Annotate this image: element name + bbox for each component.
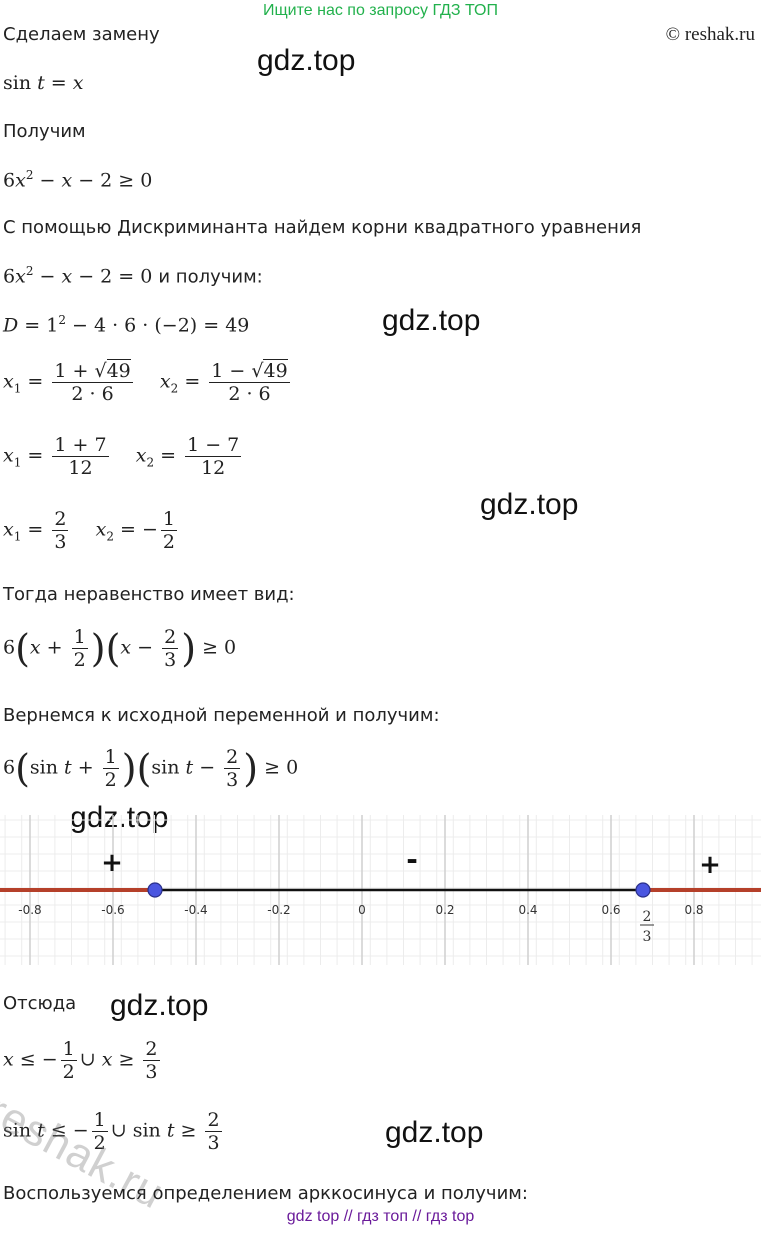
tick-label: -0.6 <box>101 903 124 917</box>
formula-substitution: sin t = x <box>3 72 84 94</box>
gdz-watermark: gdz.top <box>480 488 579 521</box>
point-minus-half <box>147 882 163 898</box>
formula-discriminant: D = 12 − 4 · 6 · (−2) = 49 <box>3 313 250 337</box>
point-label-num: 2 <box>643 909 652 925</box>
text-substitution: Сделаем замену <box>3 24 160 45</box>
tick-label: -0.8 <box>18 903 41 917</box>
tick-label: 0 <box>358 903 366 917</box>
number-line-diagram: -0.8 -0.6 -0.4 -0.2 0 0.2 0.4 0.6 0.8 + - + 2 3 <box>0 815 761 965</box>
formula-equation: 6x2 − x − 2 = 0 и получим: <box>3 264 263 288</box>
sign-plus-left: + <box>101 848 123 878</box>
sign-plus-right: + <box>699 850 721 880</box>
formula-inequality: 6x2 − x − 2 ≥ 0 <box>3 168 153 192</box>
tick-label: 0.4 <box>518 903 537 917</box>
tick-label: 0.6 <box>601 903 620 917</box>
text-arccos: Воспользуемся определением арккосинуса и… <box>3 1183 528 1204</box>
tick-labels: -0.8 -0.6 -0.4 -0.2 0 0.2 0.4 0.6 0.8 <box>18 903 703 917</box>
formula-roots-sqrt: x1 = 1 + √49 2 · 6 x2 = 1 − √49 2 · 6 <box>3 359 290 405</box>
gdz-watermark: gdz.top <box>70 801 169 834</box>
formula-factored: 6(x + 1 2)(x − 2 3) ≥ 0 <box>3 626 237 671</box>
formula-factored-sin: 6(sin t + 1 2)(sin t − 2 3) ≥ 0 <box>3 746 299 791</box>
tick-label: 0.8 <box>684 903 703 917</box>
gdz-watermark: gdz.top <box>382 304 481 337</box>
sign-minus: - <box>406 843 418 876</box>
gdz-watermark: gdz.top <box>257 44 356 77</box>
point-two-thirds <box>635 882 651 898</box>
tick-label: -0.4 <box>184 903 207 917</box>
text-discriminant: С помощью Дискриминанта найдем корни ква… <box>3 217 642 238</box>
copyright-label: © reshak.ru <box>665 24 755 45</box>
text-return-variable: Вернемся к исходной переменной и получим… <box>3 705 440 726</box>
gdz-watermark: gdz.top <box>110 989 209 1022</box>
tick-label: -0.2 <box>267 903 290 917</box>
gdz-watermark: gdz.top <box>385 1116 484 1149</box>
text-and-obtain: и получим: <box>158 266 263 288</box>
top-search-link[interactable]: Ищите нас по запросу ГДЗ ТОП <box>263 2 498 19</box>
text-then-inequality: Тогда неравенство имеет вид: <box>3 584 295 605</box>
point-label-den: 3 <box>643 929 652 945</box>
footer-links[interactable]: gdz top // гдз топ // гдз top <box>286 1208 475 1225</box>
text-hence: Отсюда <box>3 993 77 1014</box>
text-obtain: Получим <box>3 121 86 142</box>
formula-roots-12: x1 = 1 + 7 12 x2 = 1 − 7 12 <box>3 434 242 479</box>
tick-label: 0.2 <box>435 903 454 917</box>
